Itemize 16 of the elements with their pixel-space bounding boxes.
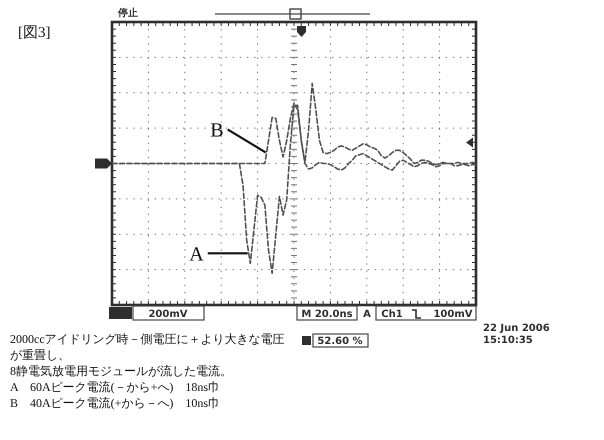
text: A	[363, 309, 372, 320]
text: 停止	[117, 7, 138, 19]
text: A 60Aピーク電流(－から+へ) 18ns巾	[10, 380, 220, 394]
text: 200mV	[148, 309, 188, 320]
text: 2000ccアイドリング時－側電圧に＋より大きな電圧が重畳し、	[10, 332, 285, 362]
text: 15:10:35	[483, 335, 533, 346]
text: 100mV	[433, 309, 473, 320]
chart-title: [図3]	[18, 25, 50, 41]
text: 22 Jun 2006	[483, 323, 550, 334]
text: 52.60 %	[317, 336, 363, 347]
text: A	[189, 243, 204, 266]
text: Ch1	[381, 309, 403, 320]
text: 8静電気放電用モジュールが流した電流。	[10, 364, 232, 378]
text: M 20.0ns	[301, 309, 353, 320]
text: B 40Aピーク電流(+から－へ) 10ns巾	[10, 396, 220, 410]
series-label: B	[210, 119, 224, 142]
